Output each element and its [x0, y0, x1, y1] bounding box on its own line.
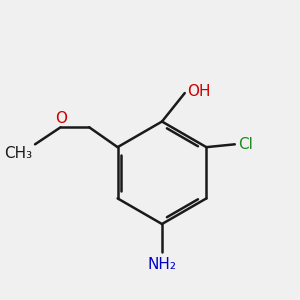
- Text: Cl: Cl: [238, 137, 253, 152]
- Text: O: O: [55, 111, 67, 126]
- Text: OH: OH: [188, 84, 211, 99]
- Text: NH₂: NH₂: [148, 257, 176, 272]
- Text: CH₃: CH₃: [4, 146, 32, 161]
